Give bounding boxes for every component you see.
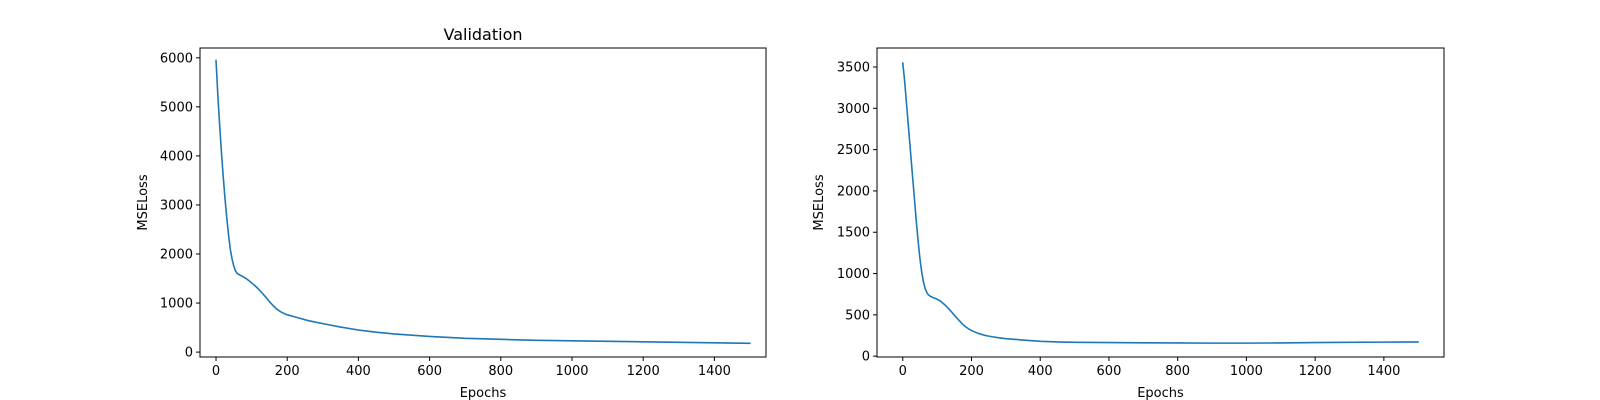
chart-right-frame (876, 47, 1445, 358)
chart-left: Validation Epochs MSELoss 0 200 400 600 800 1… (136, 25, 767, 400)
chart-right-xlabel: Epochs (1137, 386, 1184, 400)
chart-left-y-tick-label: 3000 (160, 198, 193, 213)
chart-right-y-ticks: 0 500 1000 1500 2000 2500 3000 3500 (837, 61, 877, 365)
chart-right-y-tick-label: 2500 (837, 143, 870, 158)
chart-right-x-tick-label: 600 (1097, 364, 1122, 379)
chart-left-x-tick-label: 200 (275, 364, 300, 379)
chart-left-y-tick-label: 2000 (160, 248, 193, 263)
chart-right-x-tick-label: 1000 (1230, 364, 1263, 379)
chart-right-series-line (901, 62, 1420, 344)
chart-right-x-tick-label: 200 (959, 364, 984, 379)
chart-left-y-tick-label: 0 (185, 346, 193, 361)
chart-right-y-tick-label: 500 (845, 308, 870, 323)
chart-left-ylabel: MSELoss (136, 174, 151, 230)
chart-left-x-tick-label: 1200 (627, 364, 660, 379)
chart-right-y-tick-label: 1000 (837, 267, 870, 282)
chart-left-series-line (215, 59, 751, 345)
chart-right-x-tick-label: 1400 (1367, 364, 1400, 379)
chart-left-x-tick-label: 1400 (698, 364, 731, 379)
chart-left-title: Validation (443, 25, 522, 44)
chart-left-y-tick-label: 1000 (160, 297, 193, 312)
chart-left-y-tick-label: 5000 (160, 100, 193, 115)
chart-right-y-tick-label: 1500 (837, 226, 870, 241)
chart-right-y-tick-label: 0 (862, 350, 870, 365)
chart-left-x-tick-label: 400 (346, 364, 371, 379)
chart-left-xlabel: Epochs (460, 386, 507, 400)
chart-right-y-tick-label: 3000 (837, 102, 870, 117)
chart-left-y-tick-label: 6000 (160, 51, 193, 66)
chart-right-x-tick-label: 0 (899, 364, 907, 379)
chart-right-y-tick-label: 3500 (837, 61, 870, 76)
chart-left-y-ticks: 0 1000 2000 3000 4000 5000 6000 (160, 51, 200, 361)
chart-right-y-tick-label: 2000 (837, 184, 870, 199)
chart-right-x-tick-label: 800 (1165, 364, 1190, 379)
chart-right-ylabel: MSELoss (812, 174, 827, 230)
chart-right-x-tick-label: 400 (1028, 364, 1053, 379)
chart-right-x-tick-label: 1200 (1299, 364, 1332, 379)
chart-left-x-ticks: 0 200 400 600 800 1000 1200 1400 (212, 357, 731, 379)
chart-left-x-tick-label: 600 (417, 364, 442, 379)
chart-left-frame (199, 47, 767, 358)
chart-right-x-ticks: 0 200 400 600 800 1000 1200 1400 (899, 357, 1400, 379)
chart-right: Epochs MSELoss 0 200 400 600 800 1000 1200 1400… (812, 47, 1445, 400)
chart-left-y-tick-label: 4000 (160, 149, 193, 164)
chart-left-x-tick-label: 0 (212, 364, 220, 379)
chart-left-x-tick-label: 800 (488, 364, 513, 379)
chart-left-x-tick-label: 1000 (555, 364, 588, 379)
